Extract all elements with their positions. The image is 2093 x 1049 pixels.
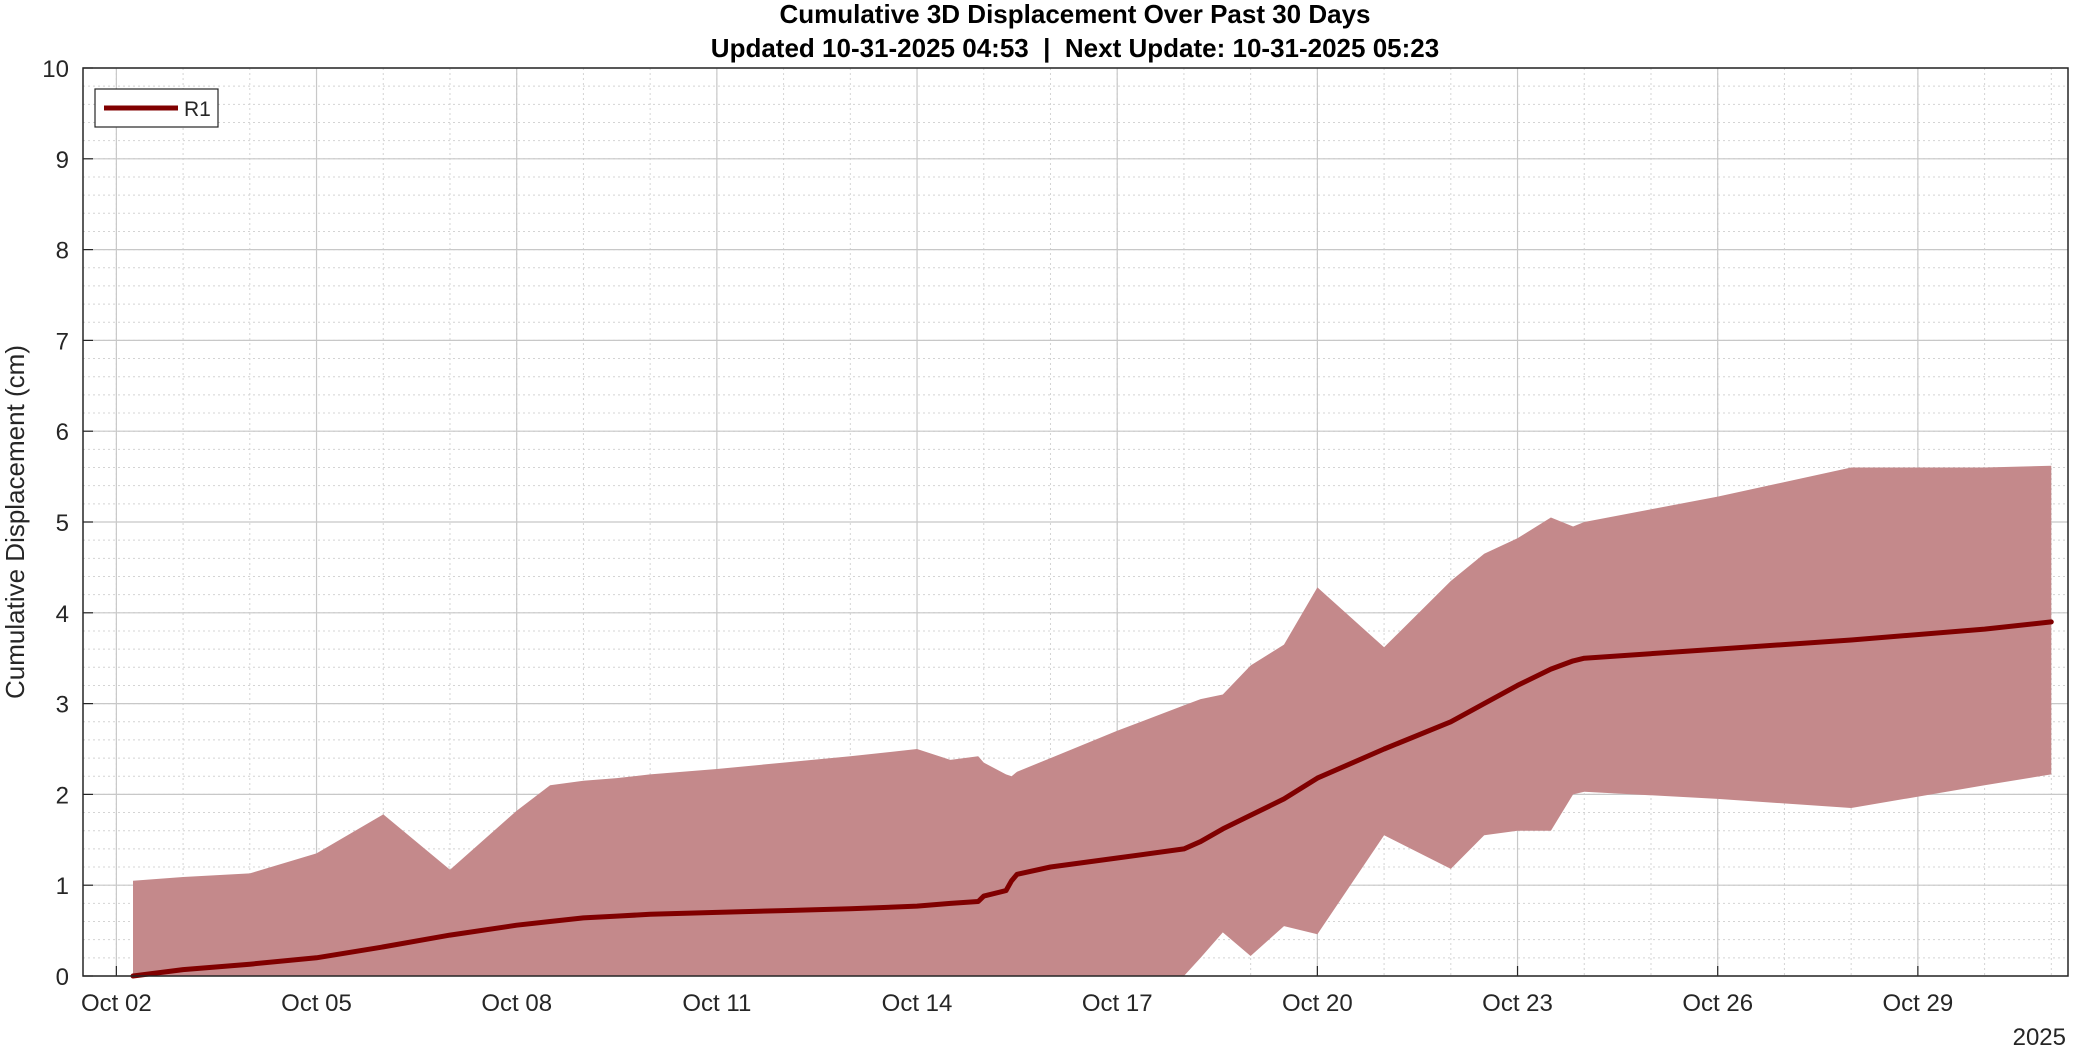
y-tick-label: 10 (42, 56, 69, 83)
y-tick-label: 2 (56, 782, 69, 809)
x-tick-label: Oct 02 (81, 990, 152, 1017)
uncertainty-band-r1 (133, 465, 2052, 976)
y-tick-label: 4 (56, 601, 69, 628)
y-tick-label: 7 (56, 328, 69, 355)
x-tick-label: Oct 08 (481, 990, 552, 1017)
x-tick-label: Oct 20 (1282, 990, 1353, 1017)
chart-subtitle: Updated 10-31-2025 04:53 | Next Update: … (711, 33, 1439, 63)
plot-frame (82, 67, 2069, 977)
y-tick-label: 8 (56, 238, 69, 265)
x-tick-label: Oct 29 (1883, 990, 1954, 1017)
y-tick-label: 5 (56, 510, 69, 537)
x-tick-label: Oct 17 (1082, 990, 1153, 1017)
y-tick-label: 1 (56, 873, 69, 900)
series-line-r1 (130, 619, 2054, 979)
x-tick-label: Oct 26 (1682, 990, 1753, 1017)
x-tick-label: Oct 14 (882, 990, 953, 1017)
y-tick-label: 9 (56, 147, 69, 174)
x-axis-year-label: 2025 (2013, 1024, 2066, 1049)
y-tick-labels: 0 1 2 3 4 5 6 7 8 9 10 (42, 56, 69, 991)
y-tick-label: 3 (56, 692, 69, 719)
series-line-layer (130, 619, 2054, 979)
uncertainty-band-layer (133, 465, 2052, 976)
x-tick-label: Oct 23 (1482, 990, 1553, 1017)
x-tick-label: Oct 05 (281, 990, 352, 1017)
legend-label-r1: R1 (184, 98, 211, 121)
chart-title: Cumulative 3D Displacement Over Past 30 … (779, 0, 1370, 29)
y-tick-label: 6 (56, 419, 69, 446)
y-axis-label: Cumulative Displacement (cm) (0, 345, 30, 699)
legend: R1 (94, 88, 219, 128)
y-tick-label: 0 (56, 964, 69, 991)
x-tick-label: Oct 11 (682, 990, 751, 1017)
x-tick-labels: Oct 02 Oct 05 Oct 08 Oct 11 Oct 14 Oct 17 Oct … (81, 990, 1953, 1017)
